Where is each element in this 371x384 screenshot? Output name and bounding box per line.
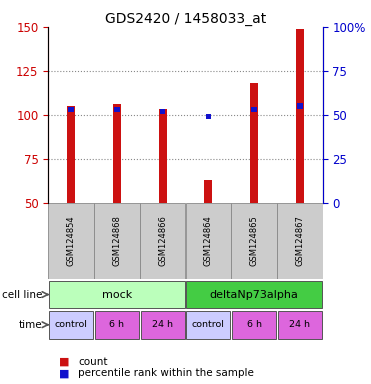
Text: GSM124865: GSM124865 bbox=[250, 216, 259, 266]
Bar bbox=[141, 311, 185, 339]
Bar bbox=[278, 311, 322, 339]
Bar bbox=[95, 311, 139, 339]
Text: 6 h: 6 h bbox=[109, 320, 124, 329]
Text: GSM124866: GSM124866 bbox=[158, 215, 167, 266]
Bar bbox=[49, 281, 185, 308]
Bar bbox=[113, 104, 121, 203]
Text: count: count bbox=[78, 357, 108, 367]
Text: 24 h: 24 h bbox=[289, 320, 311, 329]
Text: control: control bbox=[55, 320, 88, 329]
Bar bbox=[49, 311, 93, 339]
Bar bbox=[297, 103, 303, 109]
Text: GSM124854: GSM124854 bbox=[67, 216, 76, 266]
Text: GSM124868: GSM124868 bbox=[112, 215, 121, 266]
Text: 24 h: 24 h bbox=[152, 320, 173, 329]
Bar bbox=[277, 204, 322, 279]
Text: GSM124867: GSM124867 bbox=[295, 215, 304, 266]
Title: GDS2420 / 1458033_at: GDS2420 / 1458033_at bbox=[105, 12, 266, 26]
Bar bbox=[140, 204, 185, 279]
Text: ■: ■ bbox=[59, 357, 70, 367]
Text: mock: mock bbox=[102, 290, 132, 300]
Bar bbox=[296, 29, 304, 203]
Bar bbox=[67, 106, 75, 203]
Bar bbox=[250, 83, 258, 203]
Text: percentile rank within the sample: percentile rank within the sample bbox=[78, 368, 254, 378]
Text: ■: ■ bbox=[59, 368, 70, 378]
Bar bbox=[186, 281, 322, 308]
Bar bbox=[160, 109, 165, 114]
Bar bbox=[49, 204, 94, 279]
Text: 6 h: 6 h bbox=[247, 320, 262, 329]
Bar bbox=[252, 107, 257, 112]
Bar bbox=[204, 180, 213, 203]
Bar bbox=[232, 311, 276, 339]
Text: GSM124864: GSM124864 bbox=[204, 216, 213, 266]
Bar bbox=[94, 204, 139, 279]
Text: deltaNp73alpha: deltaNp73alpha bbox=[210, 290, 299, 300]
Bar bbox=[232, 204, 277, 279]
Bar bbox=[186, 311, 230, 339]
Text: time: time bbox=[19, 320, 43, 330]
Text: control: control bbox=[192, 320, 225, 329]
Bar bbox=[114, 107, 119, 112]
Bar bbox=[206, 114, 211, 119]
Bar bbox=[158, 109, 167, 203]
Bar bbox=[68, 107, 74, 112]
Bar bbox=[186, 204, 231, 279]
Text: cell line: cell line bbox=[2, 290, 43, 300]
